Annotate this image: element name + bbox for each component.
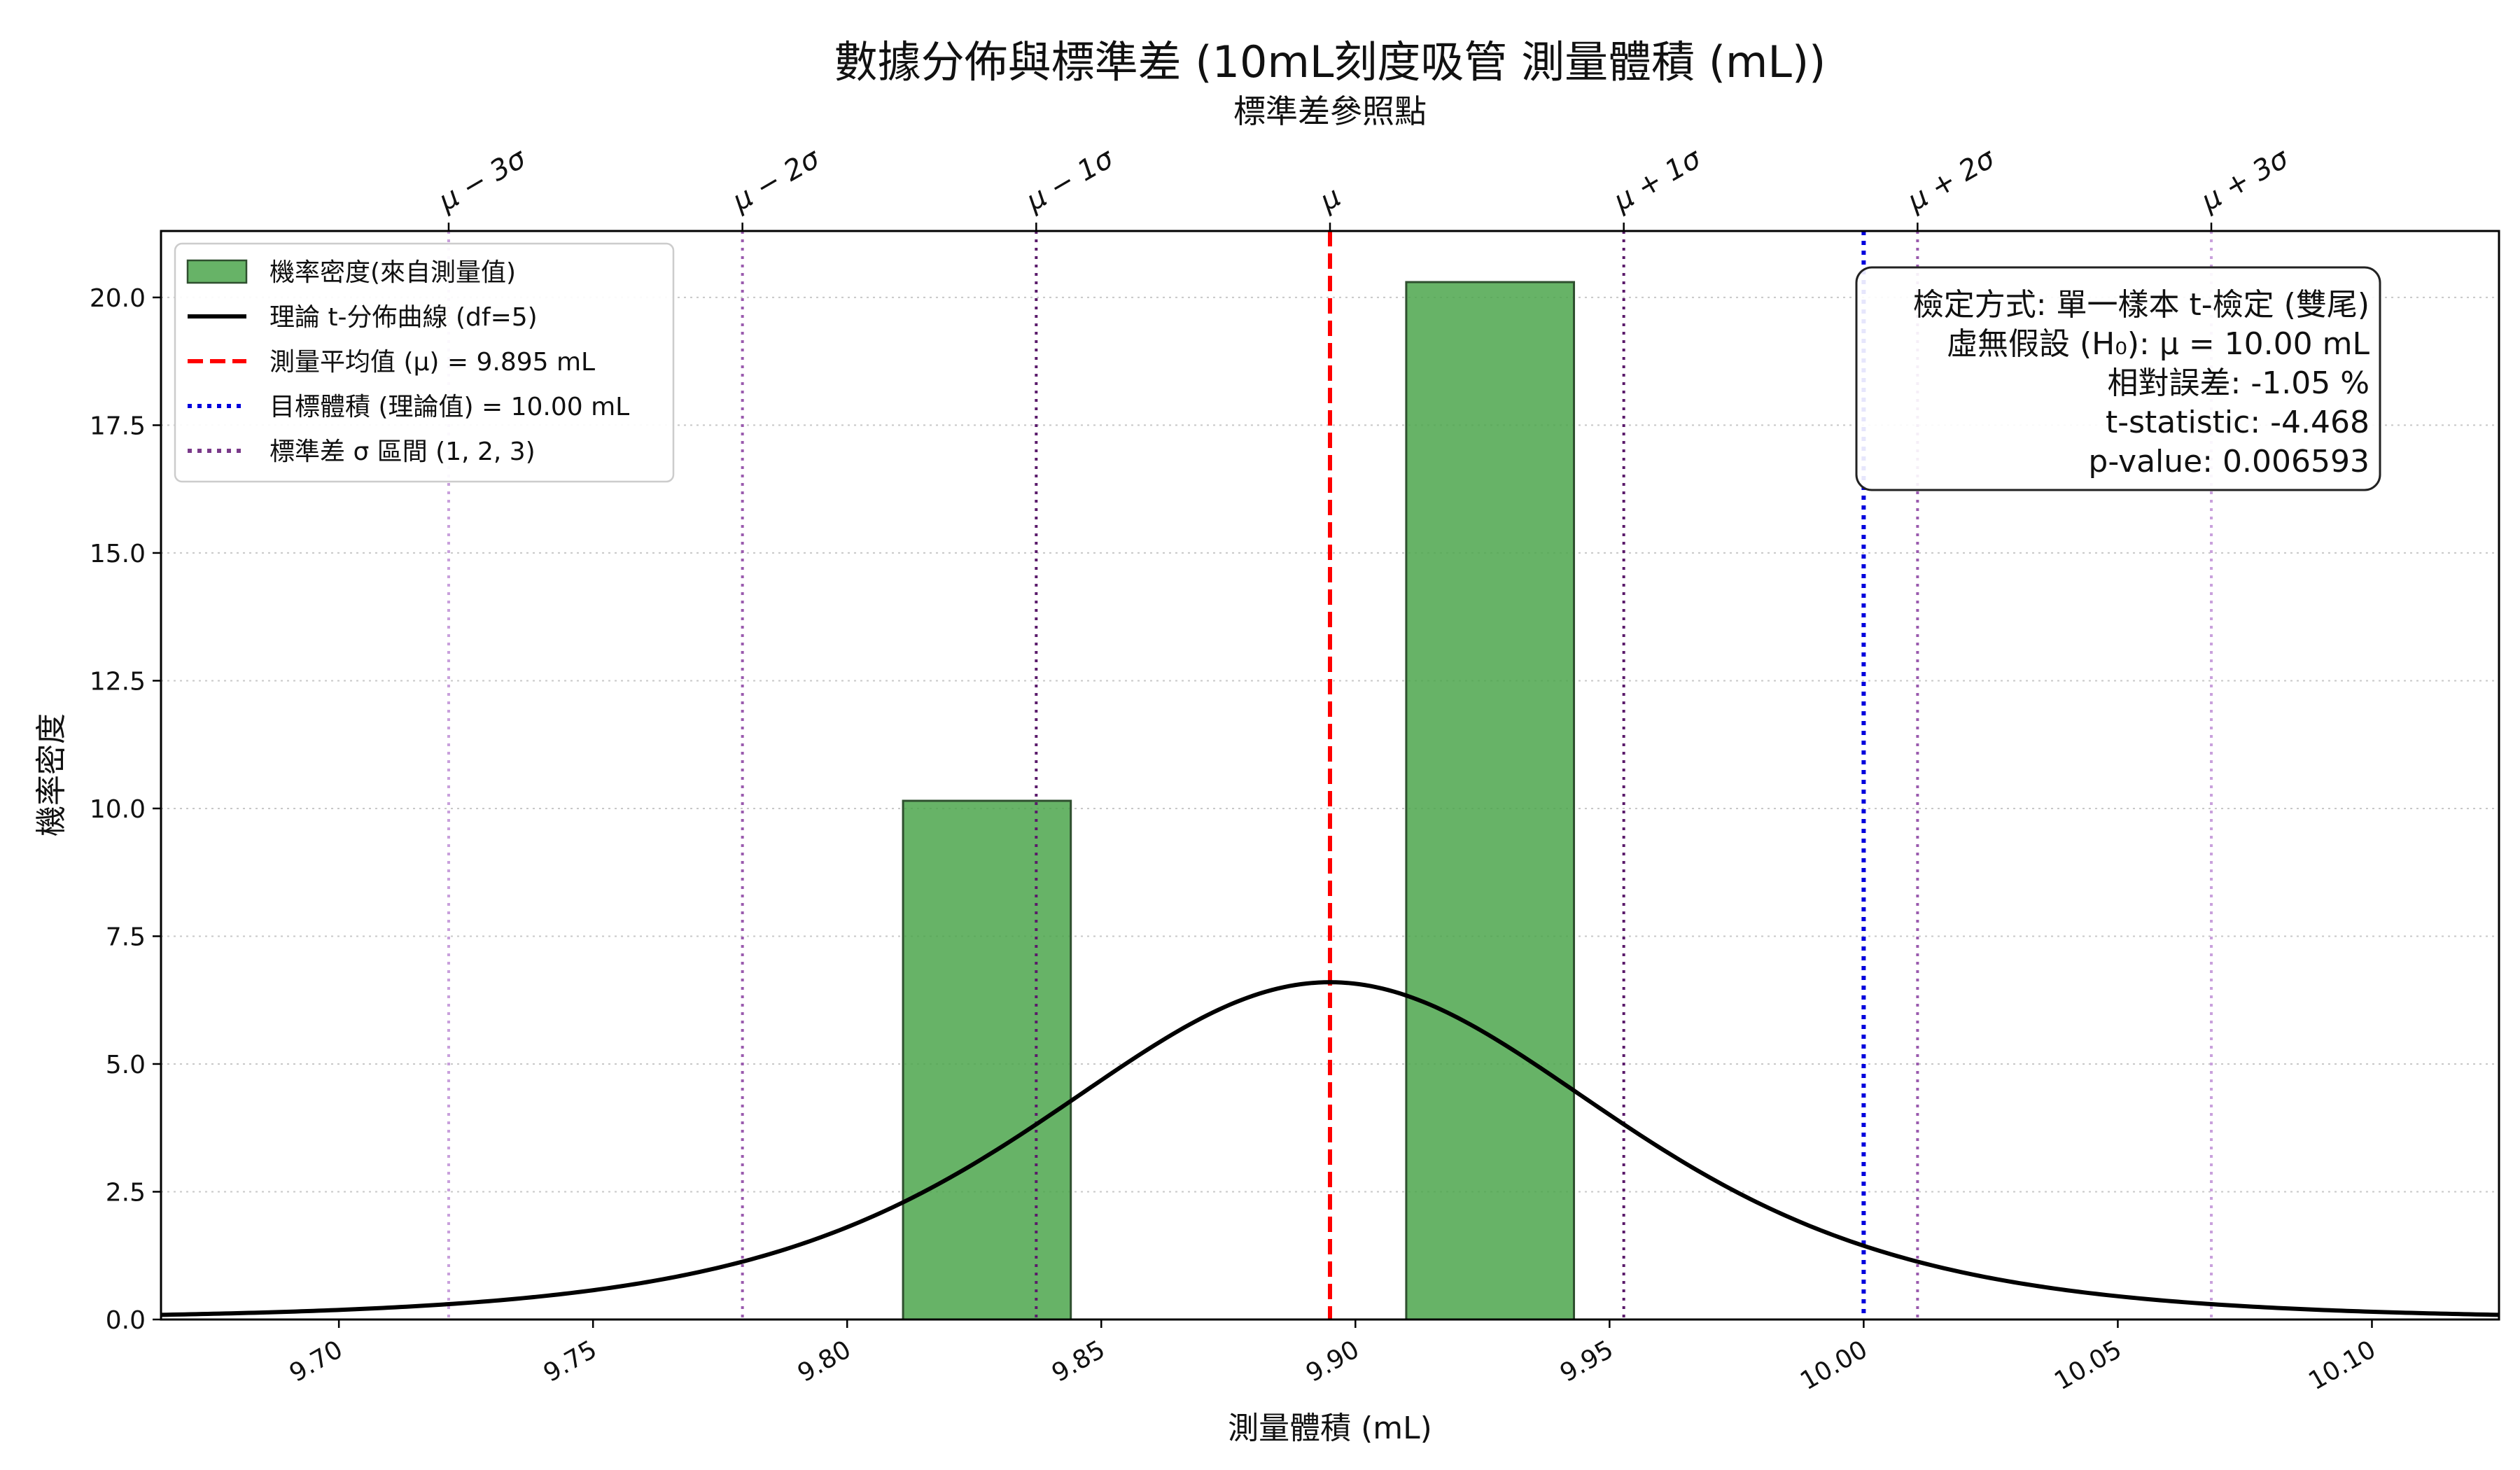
y-tick-label: 10.0 <box>90 795 146 824</box>
sigma-tick-label: μ − 3σ <box>433 141 532 218</box>
y-axis-label: 機率密度 <box>34 713 69 836</box>
legend-label: 機率密度(來自測量值) <box>270 258 516 287</box>
stats-box: 檢定方式: 單一樣本 t-檢定 (雙尾)虛無假設 (H₀): μ = 10.00… <box>1855 266 2381 491</box>
stats-line: 虛無假設 (H₀): μ = 10.00 mL <box>1947 326 2370 362</box>
legend-frame <box>174 242 675 483</box>
sigma-axis-ticks: μ − 3σ μ − 2σ μ − 1σ μ μ + 1σ μ + 2σ μ + 3σ <box>433 141 2295 231</box>
y-tick-label: 7.5 <box>106 923 146 951</box>
legend-label: 標準差 σ 區間 (1, 2, 3) <box>270 438 536 466</box>
stats-line: 檢定方式: 單一樣本 t-檢定 (雙尾) <box>1913 287 2370 323</box>
t-distribution-curve-group <box>160 980 2500 1317</box>
legend-label: 目標體積 (理論值) = 10.00 mL <box>270 393 629 421</box>
sigma-tick-label: μ − 1σ <box>1020 141 1119 218</box>
sigma-tick-label: μ + 2σ <box>1901 141 2001 218</box>
x-tick-label: 9.90 <box>1301 1335 1364 1388</box>
sigma-tick-label: μ − 2σ <box>727 141 826 218</box>
stats-box-frame <box>1855 266 2381 491</box>
legend-label: 理論 t-分佈曲線 (df=5) <box>270 303 538 332</box>
x-axis-label: 測量體積 (mL) <box>1228 1410 1432 1446</box>
stats-line: t-statistic: -4.468 <box>2106 405 2370 440</box>
y-axis-ticks: 0.0 2.5 5.0 7.5 10.0 12.5 15.0 17.5 20.0 <box>90 284 161 1335</box>
x-tick-label: 9.95 <box>1555 1335 1618 1388</box>
x-tick-label: 9.70 <box>285 1335 348 1388</box>
reference-lines <box>447 231 2213 1320</box>
y-tick-label: 15.0 <box>90 540 146 568</box>
x-tick-label: 9.75 <box>539 1335 602 1388</box>
y-tick-label: 2.5 <box>106 1178 146 1207</box>
histogram <box>902 281 1576 1321</box>
legend-swatch <box>186 259 248 284</box>
x-tick-label: 10.00 <box>1795 1335 1872 1396</box>
chart-title: 數據分佈與標準差 (10mL刻度吸管 測量體積 (mL)) <box>834 36 1826 88</box>
x-tick-label: 9.80 <box>793 1335 856 1388</box>
x-axis-ticks: 9.70 9.75 9.80 9.85 9.90 9.95 10.00 10.05 10.10 <box>285 1320 2381 1396</box>
legend-label: 測量平均值 (μ) = 9.895 mL <box>270 348 595 377</box>
x-tick-label: 9.85 <box>1047 1335 1110 1388</box>
legend: 機率密度(來自測量值) 理論 t-分佈曲線 (df=5) 測量平均值 (μ) = 9… <box>174 242 675 483</box>
y-tick-label: 17.5 <box>90 412 146 440</box>
sigma-tick-label: μ + 3σ <box>2195 141 2295 218</box>
histogram-bar <box>1405 281 1576 1321</box>
histogram-bar <box>902 799 1072 1321</box>
x-tick-label: 10.05 <box>2050 1335 2127 1396</box>
y-tick-label: 20.0 <box>90 284 146 313</box>
stats-line: p-value: 0.006593 <box>2088 444 2370 479</box>
t-distribution-curve <box>160 980 2500 1317</box>
stats-line: 相對誤差: -1.05 % <box>2108 365 2370 401</box>
x-tick-label: 10.10 <box>2304 1335 2381 1396</box>
y-tick-label: 12.5 <box>90 667 146 696</box>
secondary-axis-title: 標準差參照點 <box>1233 92 1427 130</box>
sigma-tick-label: μ + 1σ <box>1608 141 1707 218</box>
sigma-tick-label: μ <box>1314 181 1346 218</box>
y-tick-label: 0.0 <box>106 1306 146 1335</box>
y-tick-label: 5.0 <box>106 1051 146 1079</box>
